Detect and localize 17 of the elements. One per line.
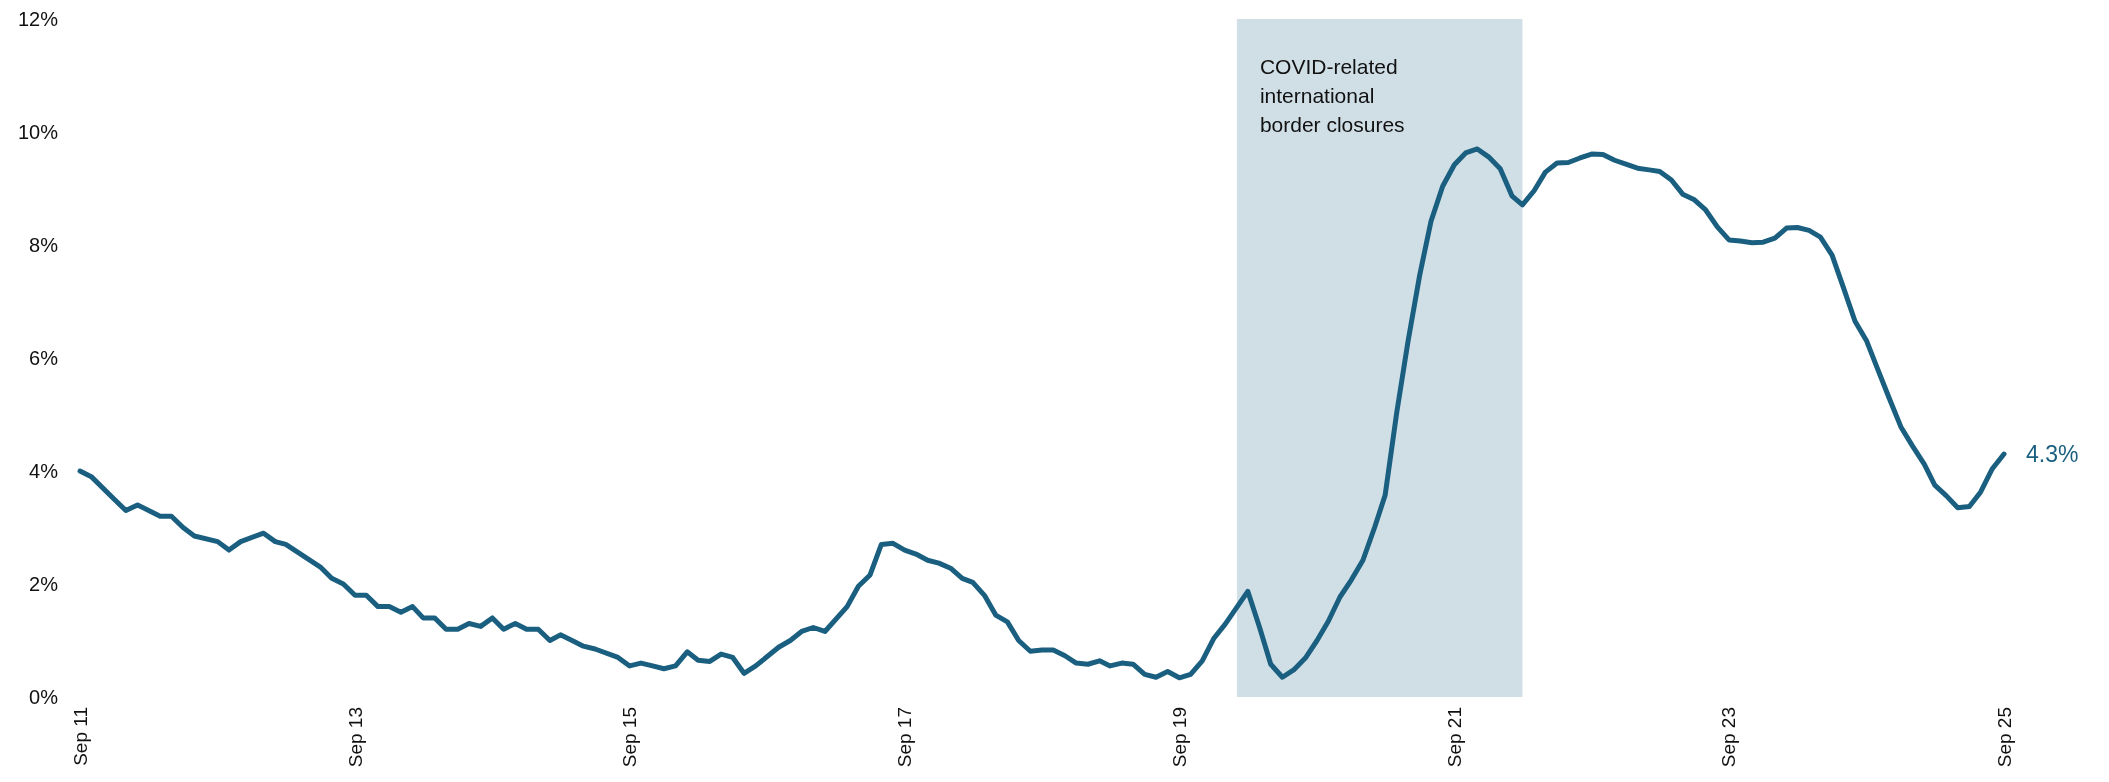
y-tick-label: 12% (17, 8, 59, 30)
y-tick-label: 8% (29, 234, 59, 256)
x-tick-label: Sep 23 (1718, 707, 1740, 768)
y-tick-label: 2% (29, 573, 59, 595)
y-tick-label: 6% (29, 347, 59, 369)
band-label: COVID-related international border closures (1259, 55, 1405, 136)
x-tick-label: Sep 13 (344, 707, 366, 768)
y-tick-label: 4% (29, 460, 59, 482)
x-tick-label: Sep 21 (1443, 707, 1465, 768)
x-tick-label: Sep 19 (1168, 707, 1190, 768)
x-tick-label: Sep 11 (69, 707, 91, 766)
y-tick-label: 0% (29, 686, 59, 708)
x-tick-label: Sep 17 (894, 707, 916, 768)
y-tick-label: 10% (17, 121, 59, 143)
x-tick-label: Sep 25 (1993, 707, 2015, 768)
x-tick-label: Sep 15 (619, 707, 641, 768)
annotation: 4.3% (2026, 441, 2079, 468)
